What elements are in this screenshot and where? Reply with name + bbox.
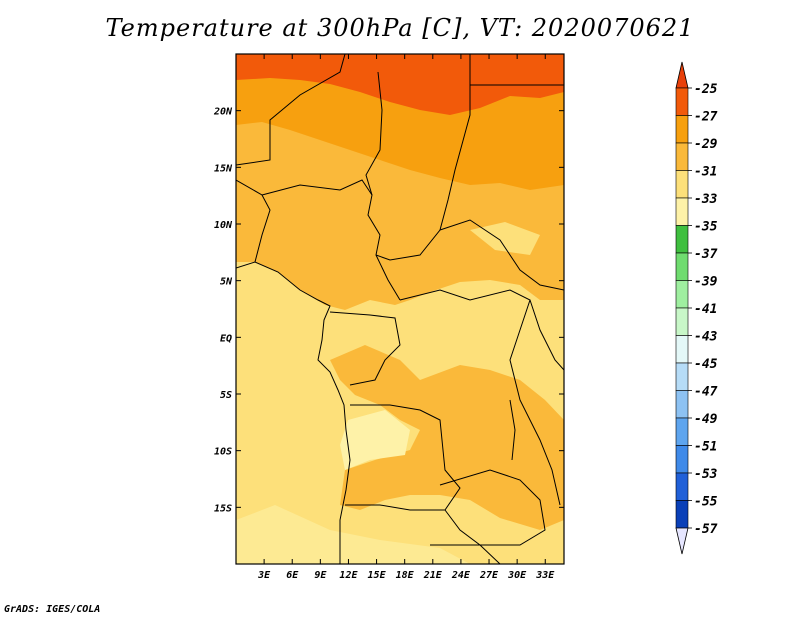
colorbar-swatch bbox=[675, 142, 689, 171]
lat-tick-label: 5N bbox=[220, 277, 233, 288]
colorbar-label: -31 bbox=[694, 165, 717, 180]
lat-tick-label: 15N bbox=[214, 163, 233, 174]
band-31-33-patch bbox=[470, 222, 540, 255]
colorbar-swatch bbox=[675, 472, 689, 501]
drc-east-border bbox=[399, 289, 561, 506]
angola-drc-border bbox=[345, 404, 461, 511]
colorbar-swatch bbox=[675, 170, 689, 199]
colorbar-label: -27 bbox=[694, 110, 718, 125]
algeria-niger-border bbox=[236, 54, 346, 166]
colorbar-swatch bbox=[675, 307, 689, 336]
lat-tick-label: 20N bbox=[213, 107, 233, 118]
colorbar: -25 -27 -29 -31 -33 -35 -37 -39 -41 -43 -45 -47 -49 -… bbox=[675, 61, 718, 555]
grads-credit: GrADS: IGES/COLA bbox=[4, 604, 101, 615]
lat-tick-label: 15S bbox=[214, 503, 232, 514]
lon-tick-label: 30E bbox=[507, 570, 527, 581]
colorbar-swatch bbox=[675, 225, 689, 254]
colorbar-label: -45 bbox=[694, 357, 718, 372]
colorbar-label: -55 bbox=[694, 495, 718, 510]
band-29-31-south bbox=[330, 345, 564, 530]
colorbar-label: -53 bbox=[694, 467, 718, 482]
temperature-field bbox=[236, 54, 564, 564]
lon-tick-label: 3E bbox=[257, 570, 271, 581]
atlantic-coastline bbox=[236, 261, 351, 564]
latitude-axis: 20N 15N 10N 5N EQ 5S 10S 15S bbox=[213, 107, 564, 514]
chad-sudan-border bbox=[375, 54, 471, 261]
band-33-35-b bbox=[236, 505, 470, 564]
colorbar-label: -49 bbox=[694, 412, 718, 427]
congo-gabon-border bbox=[329, 311, 401, 386]
lat-tick-label: 10N bbox=[214, 220, 233, 231]
lon-tick-label: 15E bbox=[368, 570, 387, 581]
colorbar-swatch bbox=[675, 362, 689, 391]
colorbar-label: -25 bbox=[694, 82, 718, 97]
colorbar-swatch bbox=[675, 87, 689, 116]
lon-tick-label: 6E bbox=[286, 570, 299, 581]
band-25-27 bbox=[236, 54, 564, 115]
colorbar-swatch bbox=[675, 445, 689, 474]
lon-tick-label: 9E bbox=[314, 570, 327, 581]
colorbar-bottom-arrow bbox=[675, 527, 689, 555]
country-borders bbox=[236, 54, 564, 564]
zambia-border bbox=[439, 469, 546, 546]
colorbar-swatch bbox=[675, 280, 689, 309]
colorbar-label: -29 bbox=[694, 137, 718, 152]
colorbar-top-arrow bbox=[675, 61, 689, 89]
sudan-south-sudan-border bbox=[439, 219, 564, 291]
colorbar-swatch bbox=[675, 252, 689, 281]
map-frame bbox=[235, 53, 565, 565]
chart-title: Temperature at 300hPa [C], VT: 202007062… bbox=[105, 14, 695, 42]
colorbar-label: -39 bbox=[694, 275, 718, 290]
lon-tick-label: 21E bbox=[423, 570, 443, 581]
colorbar-label: -47 bbox=[694, 385, 718, 400]
niger-chad-border bbox=[365, 71, 383, 196]
lat-tick-label: 10S bbox=[214, 447, 232, 458]
lon-tick-label: 18E bbox=[396, 570, 415, 581]
colorbar-swatch bbox=[675, 335, 689, 364]
colorbar-label: -35 bbox=[694, 220, 718, 235]
west-africa-border-1 bbox=[236, 179, 271, 263]
colorbar-label: -37 bbox=[694, 247, 718, 262]
longitude-axis: 3E 6E 9E 12E 15E 18E 21E 24E 27E 30E 33E bbox=[257, 54, 555, 581]
colorbar-label: -33 bbox=[694, 192, 718, 207]
lon-tick-label: 27E bbox=[479, 570, 499, 581]
colorbar-swatch bbox=[675, 500, 689, 529]
lon-tick-label: 24E bbox=[451, 570, 471, 581]
nigeria-cameroon-border bbox=[261, 179, 401, 301]
lat-tick-label: EQ bbox=[220, 333, 232, 344]
colorbar-swatch bbox=[675, 417, 689, 446]
band-33-35-a bbox=[340, 410, 410, 470]
lon-tick-label: 33E bbox=[535, 570, 555, 581]
namibia-botswana-border bbox=[430, 544, 501, 564]
colorbar-swatch bbox=[675, 197, 689, 226]
lon-tick-label: 12E bbox=[339, 570, 358, 581]
colorbar-label: -57 bbox=[694, 522, 718, 537]
east-african-lakes-border bbox=[509, 299, 564, 461]
lat-tick-label: 5S bbox=[220, 390, 232, 401]
colorbar-label: -51 bbox=[694, 440, 717, 455]
colorbar-swatch bbox=[675, 115, 689, 144]
colorbar-label: -41 bbox=[694, 302, 717, 317]
colorbar-swatch bbox=[675, 390, 689, 419]
colorbar-label: -43 bbox=[694, 330, 718, 345]
